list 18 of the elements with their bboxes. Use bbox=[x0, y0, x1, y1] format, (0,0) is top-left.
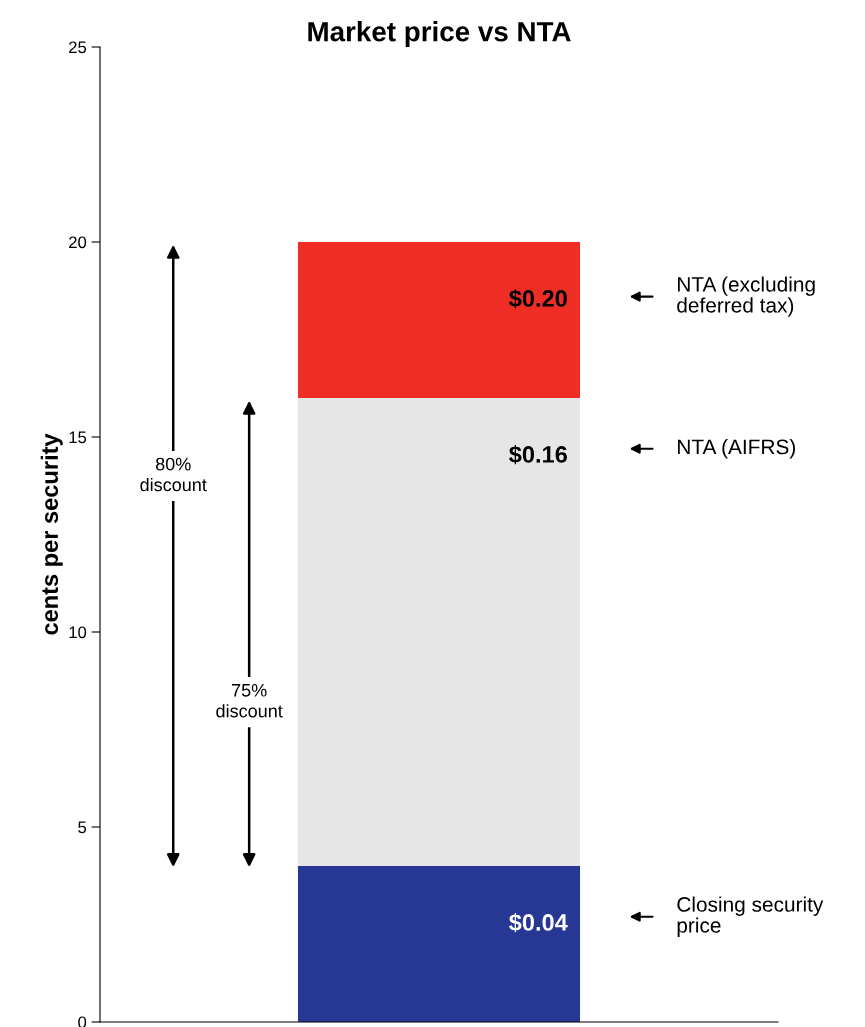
annotation: NTA (AIFRS) bbox=[678, 438, 796, 459]
y-tick-label: 5 bbox=[78, 821, 87, 834]
annotation: $0.04 bbox=[509, 913, 568, 933]
annotation: NTA (excluding deferred tax) bbox=[677, 276, 815, 317]
chart-title: Market price vs NTA bbox=[308, 21, 571, 47]
bar bbox=[297, 398, 581, 866]
y-tick-label: 20 bbox=[69, 236, 87, 249]
annotation: Closing security price bbox=[677, 896, 824, 937]
y-tick-label: 15 bbox=[69, 431, 87, 444]
y-tick-label: 25 bbox=[69, 41, 87, 54]
bar bbox=[297, 242, 581, 398]
annotation: $0.16 bbox=[509, 445, 567, 465]
annotation: $0.20 bbox=[509, 289, 567, 309]
y-tick-label: 10 bbox=[69, 626, 87, 639]
annotation: 80% discount bbox=[140, 457, 207, 492]
bar bbox=[297, 866, 581, 1022]
y-axis-title: cents per security bbox=[40, 433, 63, 635]
annotation: 75% discount bbox=[216, 683, 283, 718]
